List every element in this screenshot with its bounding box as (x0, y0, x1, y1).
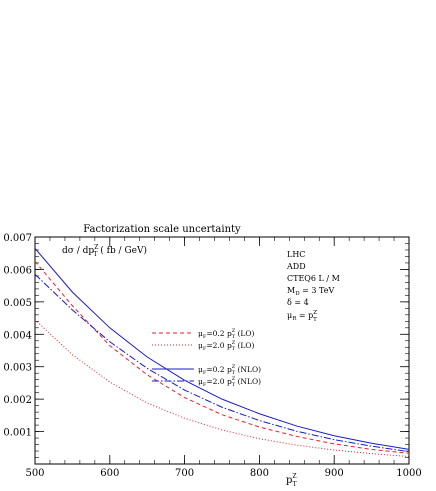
legend-label: μF=0.2 pZ T (LO) (198, 328, 255, 340)
x-tick-label: 800 (250, 468, 269, 479)
plot-frame (34, 236, 410, 465)
x-tick-label: 600 (100, 468, 119, 479)
info-line: μR = pZ T (287, 310, 317, 323)
series-line (34, 260, 410, 454)
x-tick-label: 1000 (396, 468, 421, 479)
y-tick-label: 0.006 (3, 265, 32, 276)
legend-label: μF=0.2 pZ T (NLO) (198, 364, 261, 376)
info-line: CTEQ6 L / M (287, 274, 340, 283)
y-tick-label: 0.002 (3, 395, 32, 406)
info-line: LHC (287, 250, 305, 259)
y-axis-label: dσ / dpZ T ( fb / GeV) (62, 244, 147, 258)
x-tick-label: 700 (175, 468, 194, 479)
info-line: ADD (286, 262, 306, 271)
y-tick-label: 0.007 (3, 233, 32, 244)
y-tick-label: 0.005 (3, 298, 32, 309)
y-tick-label: 0.004 (3, 330, 32, 341)
y-tick-label: 0.001 (3, 428, 32, 439)
x-tick-label: 900 (325, 468, 344, 479)
x-tick-label: 500 (25, 468, 44, 479)
plot-area: 500 600 700 800 900 1000 0.001 0.002 0.003 0.004 0… (3, 233, 421, 488)
series-line (34, 273, 410, 453)
x-axis-label: pZ T (286, 473, 297, 488)
info-line: δ = 4 (287, 298, 309, 307)
legend-label: μF=2.0 pZ T (LO) (198, 340, 255, 352)
info-line: MD = 3 TeV (287, 286, 334, 297)
chart-title: Factorization scale uncertainty (83, 224, 241, 235)
legend-label: μF=2.0 pZ T (NLO) (198, 376, 261, 388)
series-line (34, 248, 410, 450)
y-tick-label: 0.003 (3, 363, 32, 374)
